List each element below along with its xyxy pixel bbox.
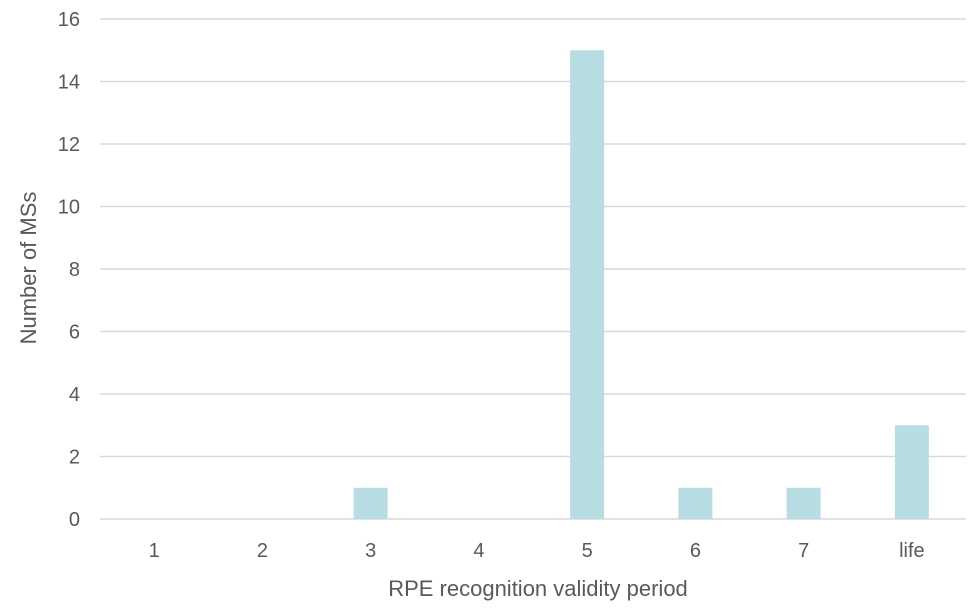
bar-5 (570, 50, 605, 519)
y-tick-label: 8 (69, 259, 80, 281)
gridlines (100, 18, 966, 520)
x-tick-labels: 1 2 3 4 5 6 7 life (149, 540, 925, 562)
y-axis-title: Number of MSs (16, 192, 41, 345)
x-tick-label: 3 (365, 540, 376, 562)
y-tick-label: 0 (69, 509, 80, 531)
y-tick-label: 16 (58, 9, 80, 31)
bar-3 (353, 487, 388, 519)
y-tick-label: 12 (58, 134, 80, 156)
x-tick-label: 4 (473, 540, 484, 562)
x-tick-label: 7 (798, 540, 809, 562)
x-tick-label: life (899, 540, 925, 562)
bar-life (894, 425, 929, 519)
x-axis-title: RPE recognition validity period (388, 576, 688, 601)
y-tick-label: 14 (58, 72, 80, 94)
y-tick-label: 10 (58, 197, 80, 219)
bars (353, 50, 929, 519)
y-tick-label: 6 (69, 322, 80, 344)
x-tick-label: 5 (582, 540, 593, 562)
x-tick-label: 2 (257, 540, 268, 562)
x-tick-label: 1 (149, 540, 160, 562)
bar-6 (678, 487, 713, 519)
y-tick-label: 4 (69, 384, 80, 406)
y-tick-label: 2 (69, 447, 80, 469)
y-tick-labels: 0 2 4 6 8 10 12 14 16 (58, 9, 80, 531)
bar-7 (786, 487, 821, 519)
x-tick-label: 6 (690, 540, 701, 562)
